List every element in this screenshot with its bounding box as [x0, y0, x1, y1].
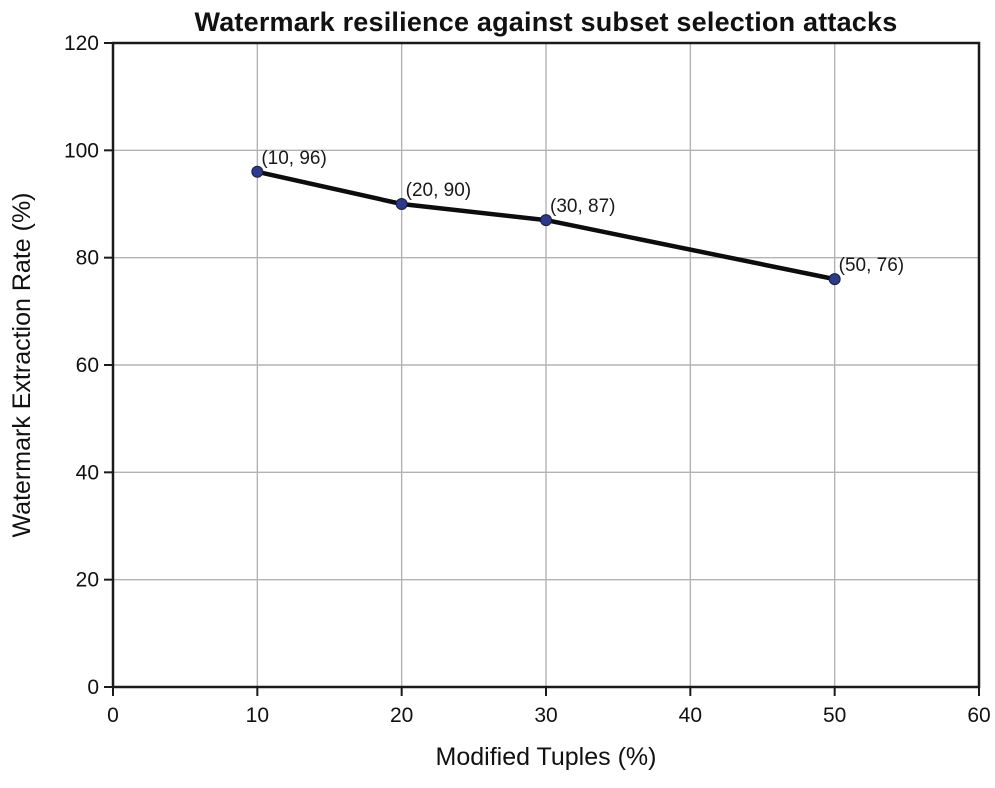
y-tick-label: 120 [64, 32, 99, 55]
x-tick-label: 0 [107, 704, 119, 727]
x-axis-label: Modified Tuples (%) [436, 743, 657, 771]
data-point-marker [540, 214, 552, 227]
x-tick-label: 50 [823, 704, 846, 727]
data-point-marker [251, 165, 264, 178]
point-annotations: (10, 96) (20, 90) (30, 87) (50, 76) [261, 148, 904, 276]
y-tick-label: 80 [76, 247, 99, 270]
series-polyline [255, 169, 837, 282]
y-tick-label: 100 [64, 139, 99, 162]
x-tick-label: 20 [390, 704, 413, 727]
point-annotation: (20, 90) [406, 180, 471, 201]
x-tick-labels: 0 10 20 30 40 50 60 [107, 704, 991, 727]
y-tick-label: 0 [87, 676, 99, 699]
data-points [251, 165, 841, 286]
x-tick-label: 30 [534, 704, 557, 727]
point-annotation: (50, 76) [839, 255, 904, 276]
y-tick-label: 20 [76, 569, 99, 592]
chart-title: Watermark resilience against subset sele… [195, 7, 898, 37]
y-tick-label: 40 [76, 461, 99, 484]
x-tick-label: 40 [679, 704, 702, 727]
x-tick-label: 60 [967, 704, 990, 727]
x-tick-label: 10 [246, 704, 269, 727]
y-tick-label: 60 [76, 354, 99, 377]
data-point-marker [395, 198, 408, 210]
data-point-marker [828, 273, 841, 286]
y-axis-label: Watermark Extraction Rate (%) [8, 193, 36, 538]
y-tick-labels: 0 20 40 60 80 100 120 [64, 32, 99, 699]
axis-tick-marks [104, 42, 980, 696]
plot-border [111, 41, 981, 689]
point-annotation: (10, 96) [261, 148, 326, 169]
point-annotation: (30, 87) [550, 196, 615, 217]
data-series-line [255, 169, 837, 282]
